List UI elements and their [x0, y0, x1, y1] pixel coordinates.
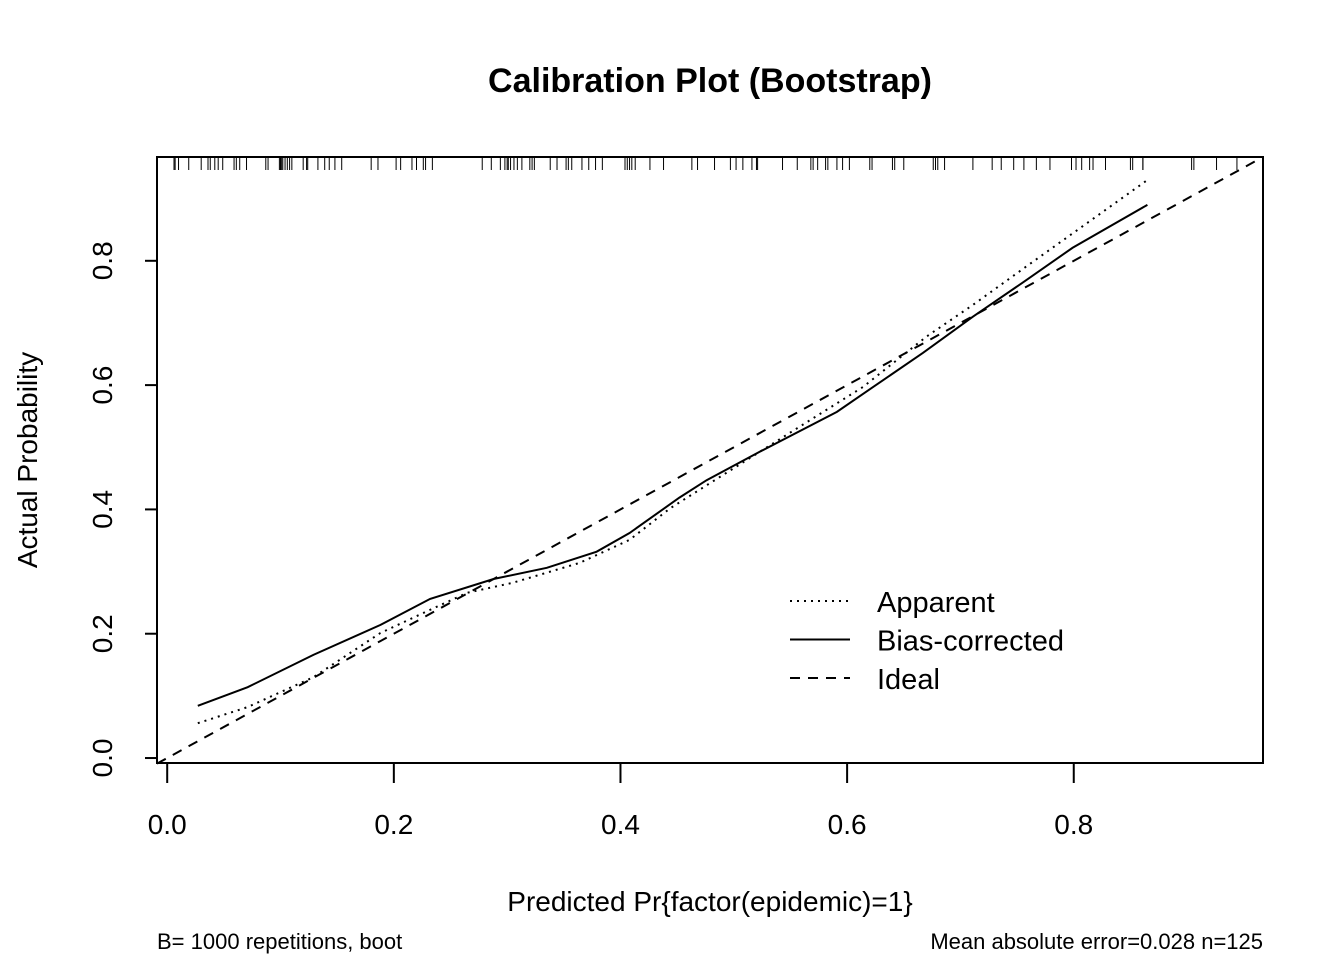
series-bias-corrected: [197, 203, 1148, 707]
y-tick-label: 0.6: [87, 366, 118, 405]
y-axis: 0.0 0.2 0.4 0.6 0.8: [87, 241, 157, 777]
x-tick-label: 0.8: [1054, 809, 1093, 840]
y-axis-label: Actual Probability: [12, 352, 43, 568]
legend-label: Ideal: [877, 664, 940, 696]
series-apparent: [197, 179, 1148, 725]
series-ideal: [156, 156, 1264, 765]
x-tick-label: 0.2: [374, 809, 413, 840]
legend-label: Apparent: [877, 587, 995, 619]
y-tick-label: 0.4: [87, 490, 118, 529]
x-tick-label: 0.6: [828, 809, 867, 840]
x-tick-label: 0.0: [148, 809, 187, 840]
series-lines: [156, 156, 1264, 765]
x-axis: 0.0 0.2 0.4 0.6 0.8: [148, 763, 1093, 840]
legend: Apparent Bias-corrected Ideal: [790, 587, 1064, 696]
chart-title: Calibration Plot (Bootstrap): [488, 62, 932, 100]
footnote-right: Mean absolute error=0.028 n=125: [930, 929, 1263, 954]
y-tick-label: 0.0: [87, 739, 118, 778]
y-tick-label: 0.2: [87, 614, 118, 653]
x-axis-label: Predicted Pr{factor(epidemic)=1}: [507, 886, 912, 917]
y-tick-label: 0.8: [87, 241, 118, 280]
plot-frame: [156, 156, 1264, 764]
rug-ticks: [173, 157, 1238, 170]
x-tick-label: 0.4: [601, 809, 640, 840]
footnote-left: B= 1000 repetitions, boot: [157, 929, 402, 954]
legend-label: Bias-corrected: [877, 626, 1064, 658]
